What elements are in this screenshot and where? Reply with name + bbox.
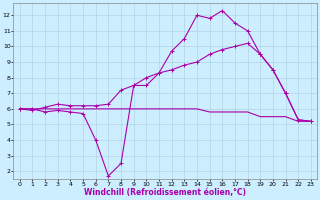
X-axis label: Windchill (Refroidissement éolien,°C): Windchill (Refroidissement éolien,°C) [84,188,246,197]
